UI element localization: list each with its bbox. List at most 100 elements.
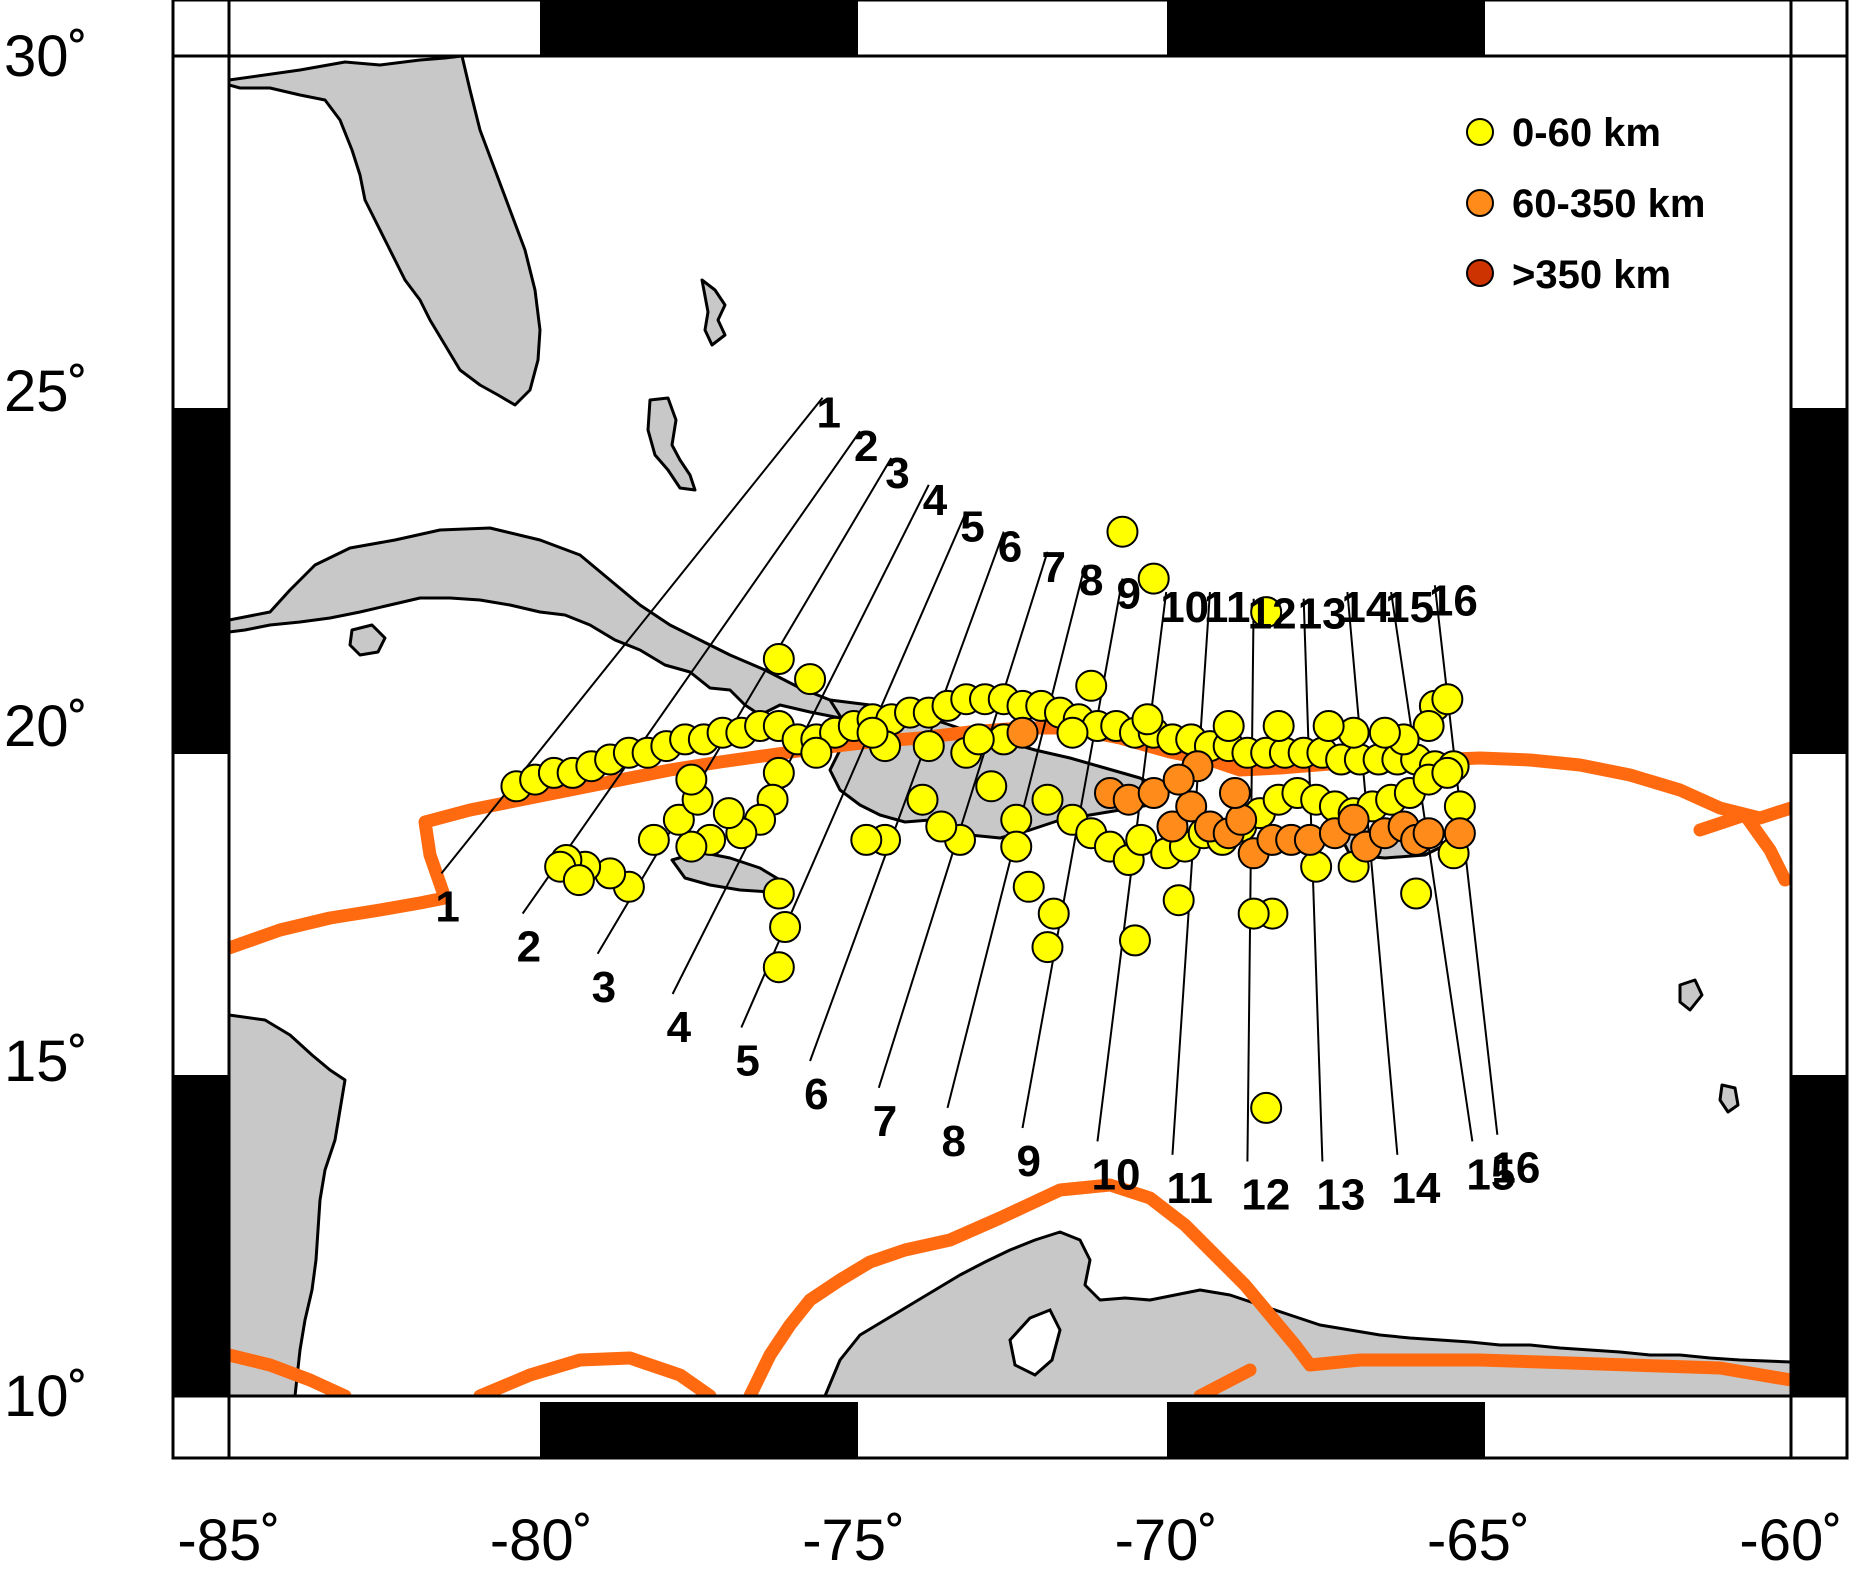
legend-marker-shallow [1466, 118, 1494, 146]
earthquake-shallow [1431, 683, 1464, 716]
legend-marker-intermediate [1466, 189, 1494, 217]
profile-line-2 [521, 430, 861, 915]
profile-labels: 1122334455667788991010111112121313141415… [435, 389, 1540, 1220]
earthquake-shallow [794, 663, 827, 696]
bahamas-island [700, 278, 727, 347]
earthquake-intermediate [1006, 716, 1039, 749]
earthquake-shallow [925, 810, 958, 843]
earthquake-shallow [1131, 703, 1164, 736]
earthquake-shallow [1118, 924, 1151, 957]
earthquake-shallow [762, 756, 795, 789]
profile-start-label-2: 2 [854, 422, 878, 471]
profile-start-label-7: 7 [1041, 543, 1065, 592]
profile-end-label-14: 14 [1391, 1164, 1440, 1213]
profile-start-label-9: 9 [1116, 570, 1140, 619]
profile-start-label-12: 12 [1248, 590, 1297, 639]
longitude-tick-label: -65˚ [1427, 1508, 1530, 1570]
profile-end-label-7: 7 [873, 1097, 897, 1146]
profile-start-label-5: 5 [960, 503, 984, 552]
earthquake-shallow [1075, 669, 1108, 702]
antilles-island [1678, 978, 1704, 1012]
profile-start-label-16: 16 [1429, 576, 1478, 625]
antilles-island [1718, 1083, 1740, 1114]
profile-end-label-5: 5 [735, 1037, 759, 1086]
earthquake-intermediate [1137, 777, 1170, 809]
earthquake-intermediate [1175, 790, 1208, 823]
north-panama-boundary [1193, 1363, 1257, 1396]
latitude-tick-label: 15˚ [4, 1029, 88, 1094]
earthquake-shallow [850, 823, 883, 856]
profile-start-label-1: 1 [817, 389, 841, 438]
earthquake-shallow [856, 716, 889, 749]
profile-start-label-15: 15 [1385, 583, 1434, 632]
profile-start-label-14: 14 [1341, 583, 1390, 632]
latitude-labels: 30˚ 25˚ 20˚ 15˚ 10˚ [4, 24, 88, 1429]
profile-start-label-4: 4 [923, 476, 948, 525]
earthquake-shallow [1412, 710, 1445, 742]
map-frame [171, 0, 1849, 1460]
latitude-tick-label: 10˚ [4, 1364, 88, 1429]
earthquake-shallow [1300, 850, 1333, 883]
earthquake-shallow [912, 730, 945, 763]
earthquake-shallow [1000, 803, 1033, 836]
florida-landmass [229, 56, 542, 407]
earthquake-shallow [962, 723, 995, 756]
earthquake-shallow [675, 763, 708, 796]
profile-end-label-1: 1 [435, 882, 459, 931]
longitude-tick-label: -75˚ [802, 1508, 905, 1570]
legend-label-intermediate: 60-350 km [1512, 182, 1705, 226]
earthquake-intermediate [1156, 810, 1189, 843]
latitude-tick-label: 20˚ [4, 694, 88, 759]
earthquake-shallow [637, 823, 670, 856]
earthquake-shallow [1031, 931, 1064, 964]
profile-end-label-11: 11 [1166, 1164, 1213, 1213]
earthquake-shallow [762, 643, 795, 675]
earthquake-shallow [1443, 790, 1476, 823]
earthquake-shallow [1125, 823, 1158, 856]
earthquake-intermediate [1443, 817, 1476, 850]
profile-line-14 [1346, 591, 1399, 1155]
earthquake-shallow [1106, 515, 1139, 548]
longitude-tick-label: -80˚ [490, 1508, 593, 1570]
profile-end-label-9: 9 [1016, 1137, 1040, 1186]
earthquake-markers [500, 515, 1476, 1124]
south-america-landmass [823, 1230, 1791, 1396]
earthquake-shallow [1368, 716, 1401, 749]
earthquake-shallow [800, 736, 833, 769]
profile-end-label-16: 16 [1491, 1144, 1540, 1193]
lake-maracaibo [1008, 1308, 1062, 1377]
profile-line-12 [1246, 598, 1255, 1162]
earthquake-intermediate [1412, 817, 1445, 850]
earthquake-shallow [1162, 884, 1195, 917]
earthquake-intermediate [1225, 803, 1258, 836]
profile-line-3 [596, 457, 893, 955]
earthquake-shallow [762, 877, 795, 910]
profile-start-label-3: 3 [885, 449, 909, 498]
profile-line-15 [1390, 591, 1474, 1142]
earthquake-shallow [712, 797, 745, 830]
earthquake-shallow [906, 783, 939, 816]
earthquake-shallow [762, 951, 795, 984]
earthquake-shallow [1400, 877, 1433, 910]
earthquake-shallow [1237, 897, 1270, 930]
profile-end-label-6: 6 [804, 1070, 828, 1119]
earthquake-intermediate [1337, 803, 1370, 836]
profile-start-label-6: 6 [998, 523, 1022, 572]
lesser-antilles-boundary [1693, 808, 1791, 887]
profile-start-label-11: 11 [1204, 583, 1251, 632]
south-caribbean-boundary-west [473, 1351, 717, 1396]
latitude-tick-label: 30˚ [4, 24, 88, 89]
legend-label-shallow: 0-60 km [1512, 111, 1661, 155]
profile-end-label-12: 12 [1241, 1171, 1290, 1220]
profile-end-label-15: 15 [1466, 1150, 1515, 1199]
earthquake-shallow [662, 803, 695, 836]
earthquake-shallow [769, 911, 802, 943]
profile-end-label-10: 10 [1091, 1150, 1140, 1199]
central-america-landmass [229, 1013, 347, 1396]
earthquake-shallow [1137, 562, 1170, 595]
profile-line-11 [1171, 591, 1211, 1155]
profile-line-7 [877, 551, 1049, 1089]
earthquake-shallow [1431, 756, 1464, 789]
isla-juventud [348, 623, 387, 657]
